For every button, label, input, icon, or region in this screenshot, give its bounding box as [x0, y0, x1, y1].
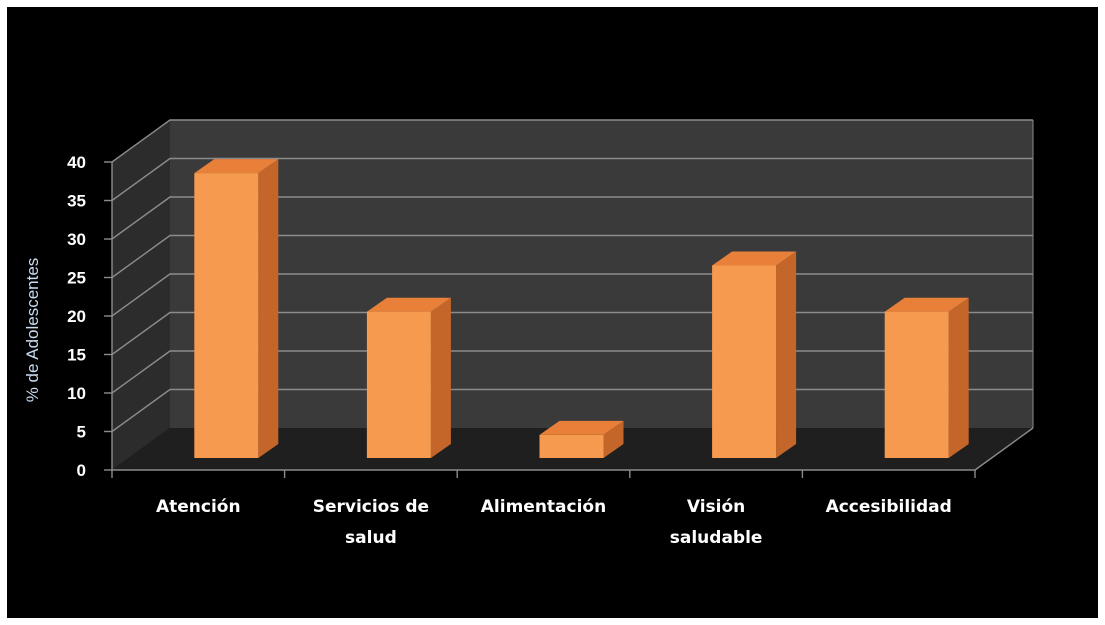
x-category-label: Visión saludable — [670, 497, 763, 548]
y-tick-label: 25 — [67, 269, 86, 288]
y-axis-label: % de Adolescentes — [23, 258, 42, 403]
y-tick-label: 15 — [67, 346, 86, 365]
bar — [539, 420, 624, 458]
bar-top — [539, 420, 624, 435]
x-category-label-line: Visión — [687, 497, 745, 517]
gridline — [111, 234, 1033, 279]
bars — [194, 159, 969, 458]
x-category-label-line: Accesibilidad — [826, 497, 952, 517]
x-category-label: Servicios de salud — [313, 497, 429, 548]
x-category-label-line: Alimentación — [481, 497, 606, 517]
x-category-label-line: Atención — [156, 497, 241, 517]
y-tick-labels: 0 5 10 15 20 25 30 35 40 — [67, 153, 86, 480]
x-category-label-line: Servicios de — [313, 497, 429, 517]
bar-side — [776, 251, 797, 458]
gridline — [111, 196, 1033, 240]
y-tick-label: 0 — [77, 461, 86, 480]
y-tick-label: 35 — [67, 192, 86, 211]
x-category-label: Atención — [156, 497, 241, 517]
y-tick-label: 10 — [67, 384, 86, 403]
x-category-label-line: salud — [345, 528, 397, 548]
bar-side — [603, 420, 624, 458]
axes — [104, 120, 1034, 478]
bar-top — [884, 297, 969, 312]
x-category-label-line: saludable — [670, 528, 763, 548]
x-category-labels: Atención Servicios de salud Alimentación Vis… — [156, 497, 952, 548]
bar-front — [366, 311, 431, 458]
bar-top — [712, 251, 797, 266]
bar-top — [366, 297, 451, 312]
bar — [712, 251, 797, 458]
y-tick-label: 40 — [67, 153, 86, 172]
x-category-label: Accesibilidad — [826, 497, 952, 517]
bar-side — [430, 297, 451, 458]
bar-front — [539, 434, 604, 458]
gridline — [111, 157, 1033, 202]
y-tick-label: 20 — [67, 307, 86, 326]
bar-front — [712, 265, 777, 458]
bar — [194, 159, 279, 458]
bar — [884, 297, 969, 458]
gridline — [111, 119, 1033, 163]
bar-front — [884, 311, 949, 458]
bar-side — [948, 297, 969, 458]
bar-front — [194, 173, 259, 458]
y-tick-label: 30 — [67, 230, 86, 249]
y-tick-label: 5 — [77, 423, 86, 442]
bar — [366, 297, 451, 458]
bar-top — [194, 159, 279, 174]
bar-side — [258, 159, 279, 458]
x-category-label: Alimentación — [481, 497, 606, 517]
